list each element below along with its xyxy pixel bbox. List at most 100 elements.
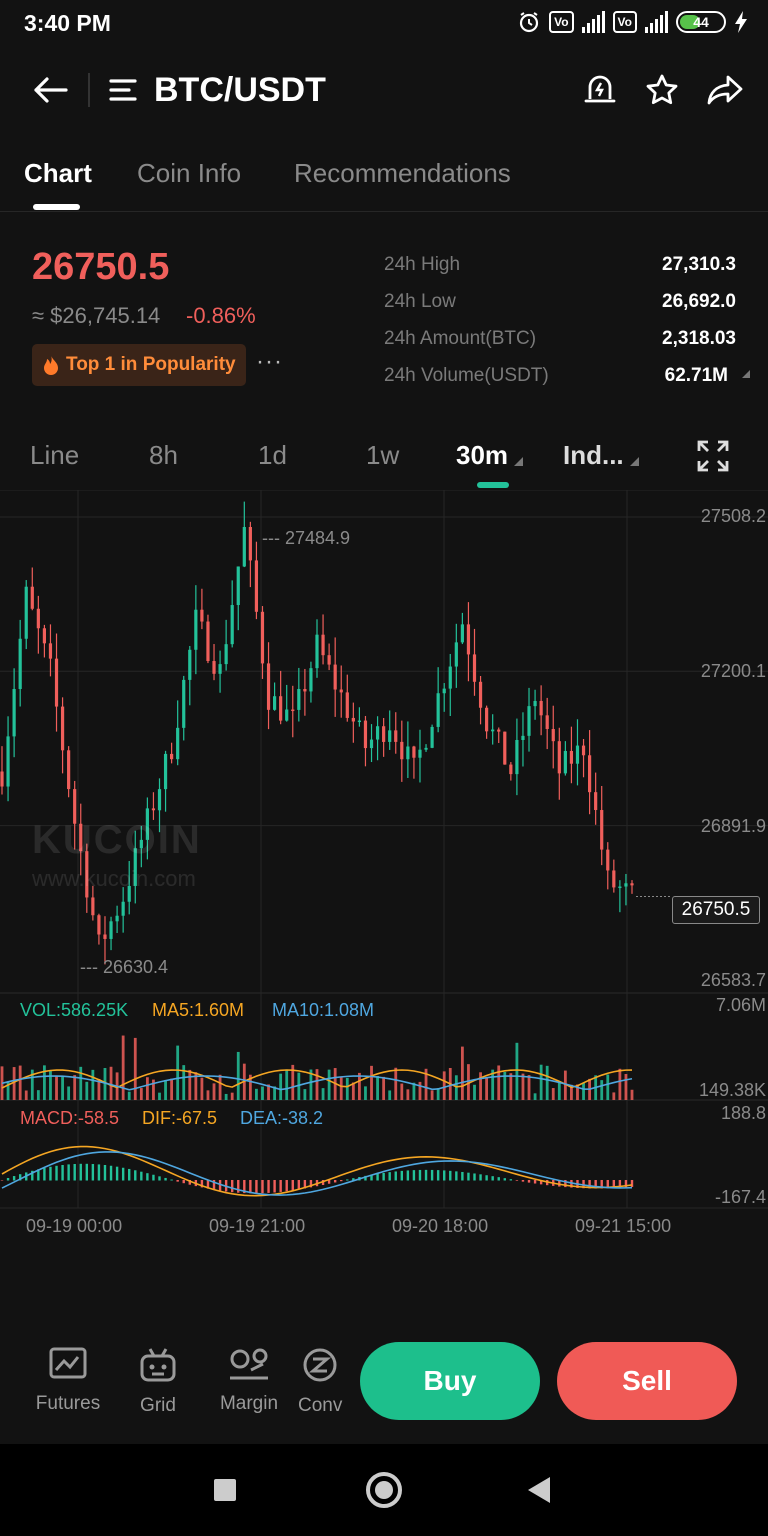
macd-bar [12,1176,16,1181]
macd-bar [158,1176,161,1181]
futures-tool[interactable]: Futures [28,1346,108,1415]
macd-bar [461,1171,464,1181]
dea-line [1,1151,633,1196]
macd-bar [206,1180,210,1189]
candle-up [406,746,410,760]
sell-button[interactable]: Sell [557,1342,737,1420]
dropdown-icon-2 [629,457,639,466]
volume-bar [145,1077,149,1100]
pair-menu-button[interactable] [106,55,140,125]
volume-bar [127,1091,131,1100]
volume-bar [473,1084,476,1100]
volume-bar [236,1051,240,1100]
macd-bar [230,1180,234,1193]
recent-apps-icon[interactable] [214,1479,236,1501]
home-icon[interactable] [366,1472,402,1508]
popularity-badge[interactable]: Top 1 in Popularity [32,344,246,386]
interval-line[interactable]: Line [30,440,80,470]
macd-bar [261,1180,264,1194]
macd-bar [279,1180,282,1192]
candle-up [575,745,580,764]
back-button[interactable] [30,55,70,125]
volume-bar [521,1073,525,1100]
macd-bar [152,1174,155,1181]
stat-24h-volume-label: 24h Volume(USDT) [384,365,549,386]
volume-bar [454,1075,458,1100]
volume-bar [467,1064,470,1100]
candlestick-chart[interactable] [0,490,768,1240]
interval-1d[interactable]: 1d [258,440,287,470]
tab-recommendations[interactable]: Recommendations [294,158,511,188]
candle-down [333,664,337,690]
more-info-button[interactable]: ··· [256,348,283,375]
volume-bar [55,1076,58,1100]
macd-bar [364,1175,367,1181]
macd-bar [297,1180,301,1190]
candle-down [363,720,368,749]
macd-bar [600,1180,603,1189]
volume-bar [273,1086,276,1100]
volume-bar [297,1072,301,1100]
macd-bar [49,1166,52,1181]
candle-down [600,810,604,850]
volume-bar [67,1086,71,1100]
favorite-button[interactable] [644,55,680,125]
macd-bar [515,1180,519,1181]
volume-bar [618,1068,622,1100]
macd-min-label: -167.4 [714,1187,766,1207]
volume-unit-dropdown-icon[interactable] [742,370,750,378]
volume-bar [30,1069,34,1100]
tab-chart[interactable]: Chart [24,158,92,188]
convert-tool[interactable]: Conv [290,1346,350,1417]
candle-up [375,726,380,740]
candle-up [12,688,16,737]
candle-up [460,624,464,643]
candle-up [430,726,434,748]
signal-icon [581,11,605,33]
back-nav-icon[interactable] [528,1477,550,1503]
candle-down [539,700,543,716]
volume-bar [582,1082,585,1100]
tab-active-indicator [33,204,80,210]
stat-24h-amount-label: 24h Amount(BTC) [384,328,537,349]
candle-down [485,707,489,732]
vol-max-label: 7.06M [715,995,766,1015]
candle-up [527,706,531,736]
grid-tool[interactable]: Grid [118,1346,198,1417]
candle-down [60,706,65,751]
volume-bar [194,1072,198,1100]
candle-down [248,527,252,561]
macd-label: MACD:-58.5 [20,1108,120,1128]
interval-30m-label: 30m [456,440,509,470]
macd-bar [218,1180,222,1191]
tab-coin-info[interactable]: Coin Info [137,158,242,188]
macd-bar [243,1180,246,1194]
interval-1w[interactable]: 1w [366,440,400,470]
pair-title[interactable]: BTC/USDT [154,71,326,109]
candle-up [157,789,162,811]
candle-down [151,808,156,811]
status-icons: Vo Vo 44 [517,10,748,34]
dropdown-icon [514,457,524,466]
share-icon [707,75,743,105]
interval-8h[interactable]: 8h [149,440,178,470]
high-marker: --- 27484.9 [262,528,351,548]
candle-down [339,689,343,693]
candle-down [73,789,77,824]
volume-bar [36,1090,40,1100]
buy-button[interactable]: Buy [360,1342,540,1420]
candle-up [388,730,392,742]
interval-30m[interactable]: 30m [456,440,524,471]
candle-down [54,658,59,707]
stat-24h-low-value: 26,692.0 [662,291,736,312]
macd-bar [527,1180,531,1183]
fullscreen-icon[interactable] [697,440,729,472]
macd-bar [43,1167,46,1181]
share-button[interactable] [706,55,744,125]
candle-down [345,692,349,718]
candle-up [624,883,628,887]
price-alert-button[interactable] [582,55,618,125]
indicators-menu[interactable]: Ind... [563,440,639,471]
macd-bar [570,1180,573,1188]
margin-tool[interactable]: Margin [209,1346,289,1415]
